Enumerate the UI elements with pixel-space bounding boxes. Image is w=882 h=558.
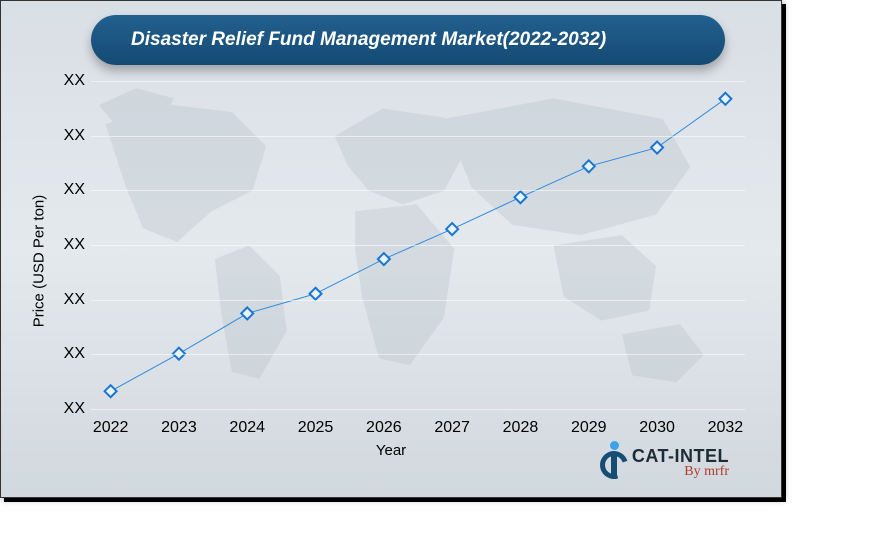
logo-line1: CAT-INTEL — [632, 447, 729, 465]
chart-frame: Disaster Relief Fund Management Market(2… — [0, 0, 882, 558]
data-marker — [651, 142, 663, 154]
x-tick-label: 2030 — [639, 419, 675, 437]
data-marker — [514, 191, 526, 203]
brand-logo: CAT-INTEL By mrfr — [600, 441, 729, 485]
data-marker — [378, 253, 390, 265]
data-marker — [241, 307, 253, 319]
x-tick-label: 2023 — [161, 419, 197, 437]
gridline — [91, 81, 745, 82]
gridline — [91, 354, 745, 355]
x-tick-label: 2027 — [434, 419, 470, 437]
logo-mark-icon — [600, 441, 630, 485]
y-tick-label: XX — [55, 181, 85, 199]
y-tick-label: XX — [55, 127, 85, 145]
data-marker — [719, 93, 731, 105]
chart-title: Disaster Relief Fund Management Market(2… — [131, 29, 606, 51]
x-tick-label: 2025 — [298, 419, 334, 437]
plot-area: XXXXXXXXXXXXXX20222023202420252026202720… — [91, 81, 745, 409]
gridline — [91, 300, 745, 301]
gridline — [91, 245, 745, 246]
x-tick-label: 2032 — [708, 419, 744, 437]
chart-panel: Disaster Relief Fund Management Market(2… — [0, 0, 782, 498]
data-marker — [446, 223, 458, 235]
data-marker — [583, 160, 595, 172]
gridline — [91, 190, 745, 191]
data-marker — [310, 288, 322, 300]
gridline — [91, 409, 745, 410]
y-axis-title: Price (USD Per ton) — [31, 195, 48, 328]
logo-line2: By mrfr — [632, 465, 729, 479]
gridline — [91, 136, 745, 137]
y-tick-label: XX — [55, 236, 85, 254]
x-tick-label: 2029 — [571, 419, 607, 437]
x-tick-label: 2022 — [93, 419, 129, 437]
y-tick-label: XX — [55, 291, 85, 309]
data-marker — [105, 385, 117, 397]
chart-title-bar: Disaster Relief Fund Management Market(2… — [91, 15, 725, 65]
x-tick-label: 2028 — [503, 419, 539, 437]
x-tick-label: 2024 — [229, 419, 265, 437]
y-tick-label: XX — [55, 400, 85, 418]
x-tick-label: 2026 — [366, 419, 402, 437]
y-tick-label: XX — [55, 345, 85, 363]
y-tick-label: XX — [55, 72, 85, 90]
logo-text: CAT-INTEL By mrfr — [632, 447, 729, 479]
